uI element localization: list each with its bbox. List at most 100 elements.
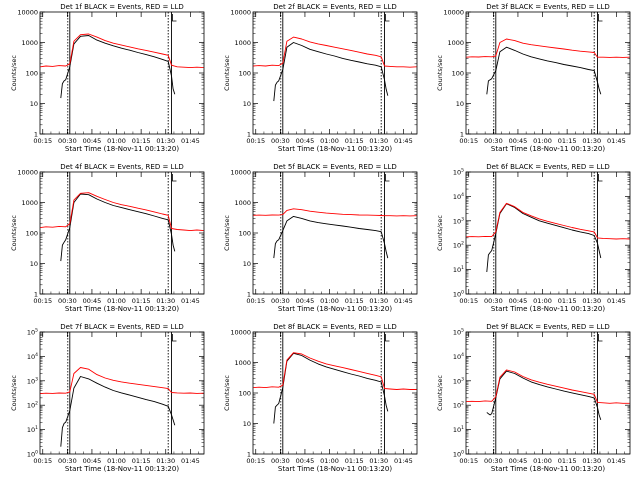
y-tick-label: 101 [453,265,464,274]
lld-series-line [40,33,204,69]
lld-series-line [253,208,417,217]
x-tick-label: 01:00 [320,457,339,465]
axes-frame [39,171,205,295]
y-tick-label: 1 [247,451,251,459]
x-tick-label: 01:15 [558,457,577,465]
x-tick-label: 00:15 [246,457,265,465]
y-tick-label: 10 [30,260,38,268]
x-tick-label: 00:15 [459,297,478,305]
x-axis-label: Start Time (18-Nov-11 00:13:20) [491,145,605,153]
y-tick-label: 104 [453,352,464,361]
panel-title: Det 3f BLACK = Events, RED = LLD [486,3,609,11]
x-tick-label: 00:15 [33,297,52,305]
y-axis-label: Counts/sec [10,375,18,411]
panel-title: Det 2f BLACK = Events, RED = LLD [273,3,396,11]
x-tick-label: 01:15 [132,457,151,465]
y-axis-label: Counts/sec [223,55,231,91]
y-tick-label: 1000 [234,359,251,367]
panel-title: Det 1f BLACK = Events, RED = LLD [60,3,183,11]
panel-det-5: Det 5f BLACK = Events, RED = LLD 1 10 100 10… [223,163,418,313]
x-tick-label: 00:15 [33,457,52,465]
x-tick-label: 01:00 [107,457,126,465]
y-tick-label: 1 [247,131,251,139]
end-bracket-mark [385,14,390,22]
x-tick-label: 00:45 [296,137,315,145]
end-bracket-mark [598,14,603,22]
x-tick-label: 01:15 [345,297,364,305]
x-tick-label: 01:30 [582,457,601,465]
y-tick-label: 1 [460,131,464,139]
x-tick-label: 01:45 [394,457,413,465]
y-tick-label: 105 [27,328,38,337]
axes-frame [252,171,418,295]
end-bracket-mark [598,334,603,342]
axes-frame [465,331,631,455]
x-axis-label: Start Time (18-Nov-11 00:13:20) [65,145,179,153]
x-tick-label: 01:30 [369,137,388,145]
y-tick-label: 104 [453,192,464,201]
lld-series-line [40,192,204,232]
y-tick-label: 10 [243,260,251,268]
lld-series-line [466,202,630,240]
axes-frame [252,11,418,135]
y-tick-label: 10 [30,100,38,108]
y-tick-label: 1000 [21,39,38,47]
x-axis-label: Start Time (18-Nov-11 00:13:20) [491,465,605,473]
y-tick-label: 1000 [234,199,251,207]
x-tick-label: 01:15 [345,137,364,145]
x-tick-label: 01:00 [107,137,126,145]
x-tick-label: 01:45 [181,457,200,465]
x-tick-label: 01:00 [533,457,552,465]
events-series-line [486,203,602,273]
y-tick-label: 1 [247,291,251,299]
panel-title: Det 8f BLACK = Events, RED = LLD [273,323,396,331]
y-tick-label: 103 [27,376,38,385]
events-series-line [273,215,389,259]
end-bracket-mark [385,174,390,182]
x-tick-label: 00:30 [58,137,77,145]
x-tick-label: 00:15 [246,297,265,305]
events-series-line [273,42,389,102]
x-tick-label: 01:00 [533,137,552,145]
x-tick-label: 00:15 [246,137,265,145]
x-tick-label: 00:30 [271,297,290,305]
x-tick-label: 01:30 [156,297,175,305]
x-axis-label: Start Time (18-Nov-11 00:13:20) [491,305,605,313]
y-tick-label: 10000 [230,169,251,177]
events-series-line [273,352,389,424]
y-tick-label: 104 [27,352,38,361]
y-tick-label: 105 [453,168,464,177]
x-tick-label: 01:45 [607,137,626,145]
panel-title: Det 9f BLACK = Events, RED = LLD [486,323,609,331]
panel-title: Det 4f BLACK = Events, RED = LLD [60,163,183,171]
y-tick-label: 100 [453,290,464,299]
panel-det-6: Det 6f BLACK = Events, RED = LLD 100 101 10… [436,163,631,313]
y-tick-label: 102 [453,241,464,250]
x-tick-label: 00:45 [83,457,102,465]
end-bracket-mark [172,174,177,182]
y-axis-label: Counts/sec [436,215,444,251]
panel-title: Det 7f BLACK = Events, RED = LLD [60,323,183,331]
lld-series-line [466,38,630,58]
x-tick-label: 01:30 [582,297,601,305]
panel-det-3: Det 3f BLACK = Events, RED = LLD 1 10 100 10… [436,3,631,153]
y-tick-label: 10 [243,100,251,108]
y-tick-label: 102 [27,401,38,410]
x-tick-label: 00:30 [484,457,503,465]
events-series-line [60,376,176,447]
x-tick-label: 01:30 [582,137,601,145]
x-tick-label: 00:30 [271,457,290,465]
x-tick-label: 01:30 [369,457,388,465]
y-tick-label: 10000 [230,9,251,17]
x-tick-label: 00:45 [509,457,528,465]
y-tick-label: 1000 [447,39,464,47]
y-axis-label: Counts/sec [223,375,231,411]
y-tick-label: 10000 [443,9,464,17]
y-tick-label: 101 [453,425,464,434]
lld-series-line [253,352,417,390]
y-tick-label: 100 [26,70,38,78]
y-tick-label: 1 [34,131,38,139]
axes-frame [465,11,631,135]
panel-det-7: Det 7f BLACK = Events, RED = LLD 100 101 10… [10,323,205,473]
